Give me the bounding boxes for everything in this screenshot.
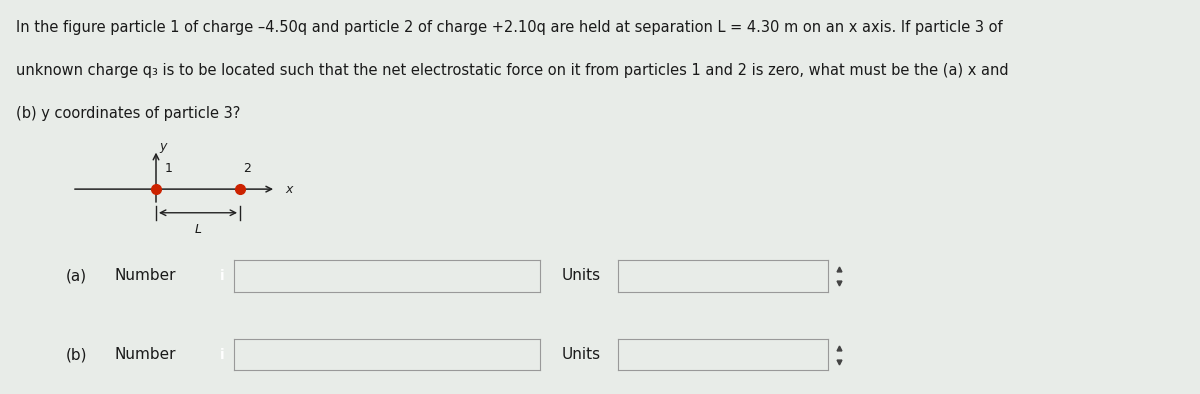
Text: x: x	[286, 183, 293, 195]
Text: 2: 2	[244, 162, 252, 175]
Text: Units: Units	[562, 347, 601, 362]
Text: Units: Units	[562, 268, 601, 283]
Text: (a): (a)	[66, 268, 88, 283]
Text: L: L	[194, 223, 202, 236]
Text: 1: 1	[164, 162, 173, 175]
Text: i: i	[220, 269, 224, 283]
Text: In the figure particle 1 of charge –4.50q and particle 2 of charge +2.10q are he: In the figure particle 1 of charge –4.50…	[16, 20, 1002, 35]
Text: y: y	[160, 140, 167, 153]
Text: Number: Number	[114, 347, 175, 362]
Text: (b) y coordinates of particle 3?: (b) y coordinates of particle 3?	[16, 106, 240, 121]
Text: Number: Number	[114, 268, 175, 283]
Text: unknown charge q₃ is to be located such that the net electrostatic force on it f: unknown charge q₃ is to be located such …	[16, 63, 1008, 78]
Text: i: i	[220, 348, 224, 362]
Text: (b): (b)	[66, 347, 88, 362]
